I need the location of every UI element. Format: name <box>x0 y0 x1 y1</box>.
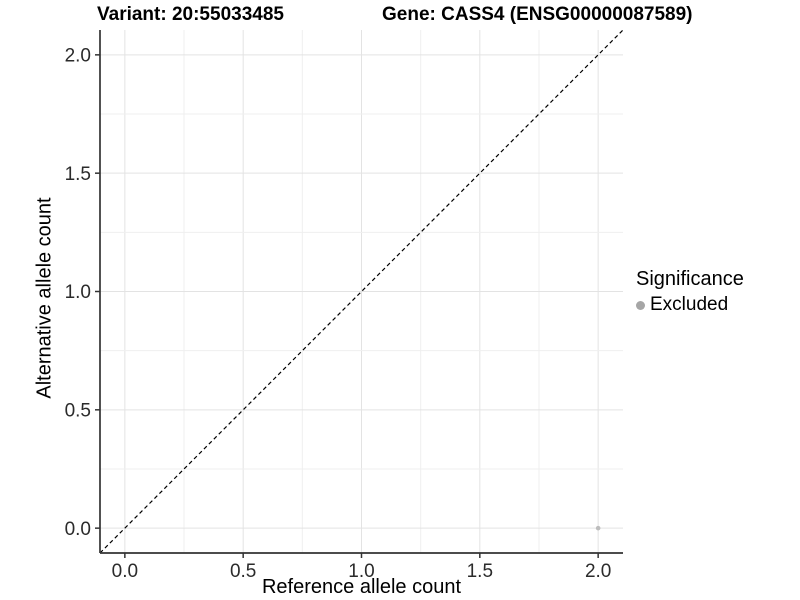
x-axis-title: Reference allele count <box>261 576 461 598</box>
data-point <box>595 525 601 531</box>
x-tick-label: 1.0 <box>348 561 374 582</box>
x-tick-label: 1.5 <box>467 561 493 582</box>
x-tick-label: 0.0 <box>112 561 138 582</box>
legend-item-label: Excluded <box>650 294 729 315</box>
y-axis-title: Alternative allele count <box>33 197 56 399</box>
y-tick-label: 1.0 <box>65 282 91 303</box>
legend: Significance Excluded <box>636 268 744 316</box>
plot-title-variant: Variant: 20:55033485 <box>97 4 284 25</box>
circle-marker-icon <box>636 300 645 310</box>
y-tick-label: 0.5 <box>65 400 91 421</box>
x-tick-label: 0.5 <box>230 561 256 582</box>
y-tick-label: 2.0 <box>65 45 91 66</box>
plot-title-gene: Gene: CASS4 (ENSG00000087589) <box>382 4 693 25</box>
identity-reference-line <box>99 29 624 554</box>
x-tick-label: 2.0 <box>585 561 611 582</box>
legend-item-excluded: Excluded <box>636 294 744 316</box>
legend-title: Significance <box>636 268 744 290</box>
y-tick-label: 0.0 <box>65 519 91 540</box>
y-tick-label: 1.5 <box>65 164 91 185</box>
